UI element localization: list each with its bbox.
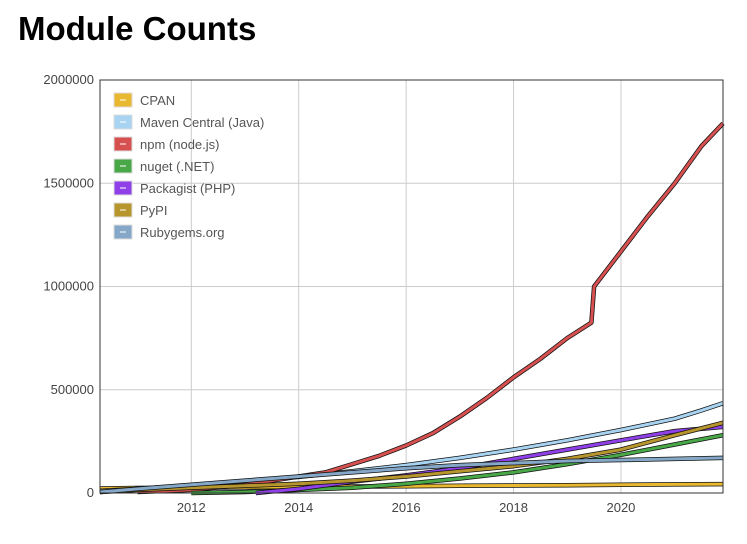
legend-item[interactable]: PyPI <box>113 202 167 218</box>
plot-frame <box>99 79 724 494</box>
legend-label: CPAN <box>140 93 175 108</box>
legend-item[interactable]: CPAN <box>113 92 175 108</box>
legend-item[interactable]: npm (node.js) <box>113 136 219 152</box>
y-tick-label: 1500000 <box>43 175 94 190</box>
series-line <box>99 456 724 494</box>
x-tick-label: 2016 <box>392 500 421 515</box>
y-tick-label: 500000 <box>51 382 94 397</box>
legend-label: Rubygems.org <box>140 225 225 240</box>
legend-label: Maven Central (Java) <box>140 115 264 130</box>
x-tick-label: 2018 <box>499 500 528 515</box>
series-layer <box>99 121 725 496</box>
y-tick-label: 2000000 <box>43 72 94 87</box>
y-tick-label: 1000000 <box>43 279 94 294</box>
legend: CPAN Maven Central (Java) npm (node.js) nug… <box>113 92 264 240</box>
x-tick-label: 2012 <box>177 500 206 515</box>
series-pypi <box>99 420 724 495</box>
legend-item[interactable]: Packagist (PHP) <box>113 180 235 196</box>
legend-label: Packagist (PHP) <box>140 181 235 196</box>
x-tick-label: 2020 <box>606 500 635 515</box>
legend-item[interactable]: Rubygems.org <box>113 224 225 240</box>
legend-label: nuget (.NET) <box>140 159 214 174</box>
page-title: Module Counts <box>18 10 257 47</box>
x-axis-ticks: 2012 2014 2016 2018 2020 <box>177 500 636 515</box>
y-axis-ticks: 0 500000 1000000 1500000 2000000 <box>43 72 94 500</box>
legend-item[interactable]: Maven Central (Java) <box>113 114 264 130</box>
series-line <box>99 421 724 494</box>
legend-item[interactable]: nuget (.NET) <box>113 158 214 174</box>
chart-grid <box>100 79 723 494</box>
series-rubygems-org <box>99 455 724 495</box>
legend-label: npm (node.js) <box>140 137 219 152</box>
y-tick-label: 0 <box>87 485 94 500</box>
legend-label: PyPI <box>140 203 167 218</box>
x-tick-label: 2014 <box>284 500 313 515</box>
